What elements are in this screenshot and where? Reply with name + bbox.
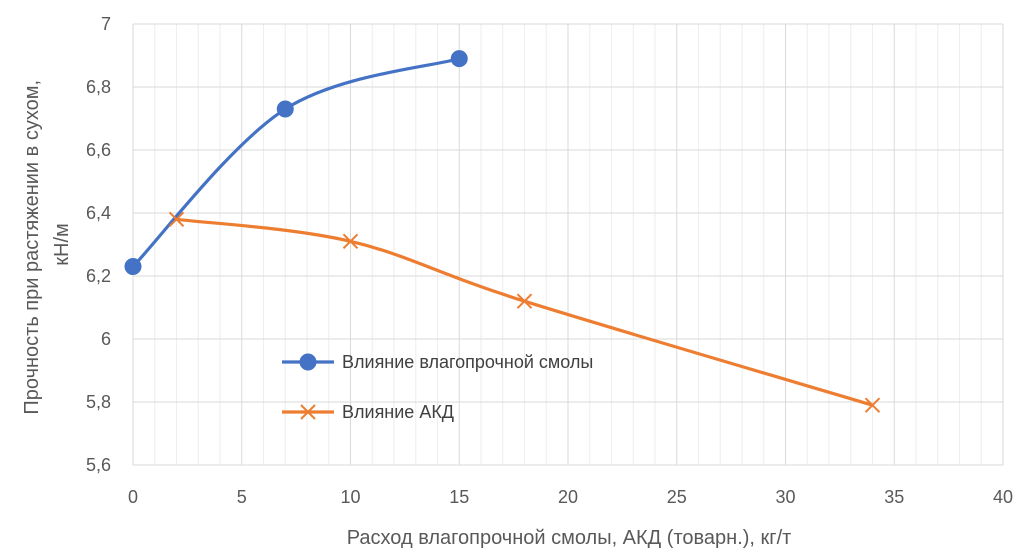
y-axis-title-line-1: Прочность при растяжении в сухом,: [21, 80, 43, 415]
x-tick-label: 15: [449, 487, 469, 507]
series-1-point: [276, 100, 294, 118]
legend-item-1: Влияние влагопрочной смолы: [282, 352, 593, 372]
y-tick-label: 6,6: [86, 140, 111, 160]
y-axis-title: Прочность при растяжении в сухом, кН/м: [21, 74, 73, 414]
series-2-point: [168, 211, 185, 228]
minor-gridlines: [154, 24, 982, 465]
series-1-point: [124, 258, 142, 276]
legend-swatch-marker: [300, 404, 316, 420]
major-gridlines: [132, 23, 1004, 466]
x-tick-label: 20: [558, 487, 578, 507]
y-axis-title-line-2: кН/м: [51, 223, 73, 266]
y-tick-label: 7: [101, 14, 111, 34]
series-2: [168, 211, 881, 413]
legend-item-2: Влияние АКД: [282, 402, 454, 422]
x-tick-label: 30: [775, 487, 795, 507]
x-tick-label: 25: [667, 487, 687, 507]
legend-label: Влияние влагопрочной смолы: [342, 352, 593, 372]
y-tick-label: 5,6: [86, 455, 111, 475]
legend: Влияние влагопрочной смолы Влияние АКД: [282, 352, 593, 422]
x-tick-label: 5: [237, 487, 247, 507]
x-tick-label: 10: [340, 487, 360, 507]
series-2-line: [174, 217, 875, 407]
x-axis-tick-labels: 0 5 10 15 20 25 30 35 40: [128, 487, 1013, 507]
legend-swatch-marker: [299, 353, 317, 371]
series-layer: [124, 50, 881, 413]
x-tick-label: 0: [128, 487, 138, 507]
series-2-point: [342, 233, 359, 250]
y-axis-tick-labels: 5,6 5,8 6 6,2 6,4 6,6 6,8 7: [86, 14, 111, 475]
x-axis-title: Расход влагопрочной смолы, АКД (товарн.)…: [347, 527, 792, 549]
series-1: [124, 50, 468, 276]
series-1-point: [450, 50, 468, 68]
x-tick-label: 40: [993, 487, 1013, 507]
series-1-line: [131, 57, 461, 269]
y-tick-label: 6,2: [86, 266, 111, 286]
y-tick-label: 6,4: [86, 203, 111, 223]
y-tick-label: 6: [101, 329, 111, 349]
y-tick-label: 5,8: [86, 392, 111, 412]
legend-label: Влияние АКД: [342, 402, 454, 422]
x-tick-label: 35: [884, 487, 904, 507]
series-2-point: [516, 293, 533, 309]
y-tick-label: 6,8: [86, 77, 111, 97]
series-2-point: [864, 397, 881, 413]
